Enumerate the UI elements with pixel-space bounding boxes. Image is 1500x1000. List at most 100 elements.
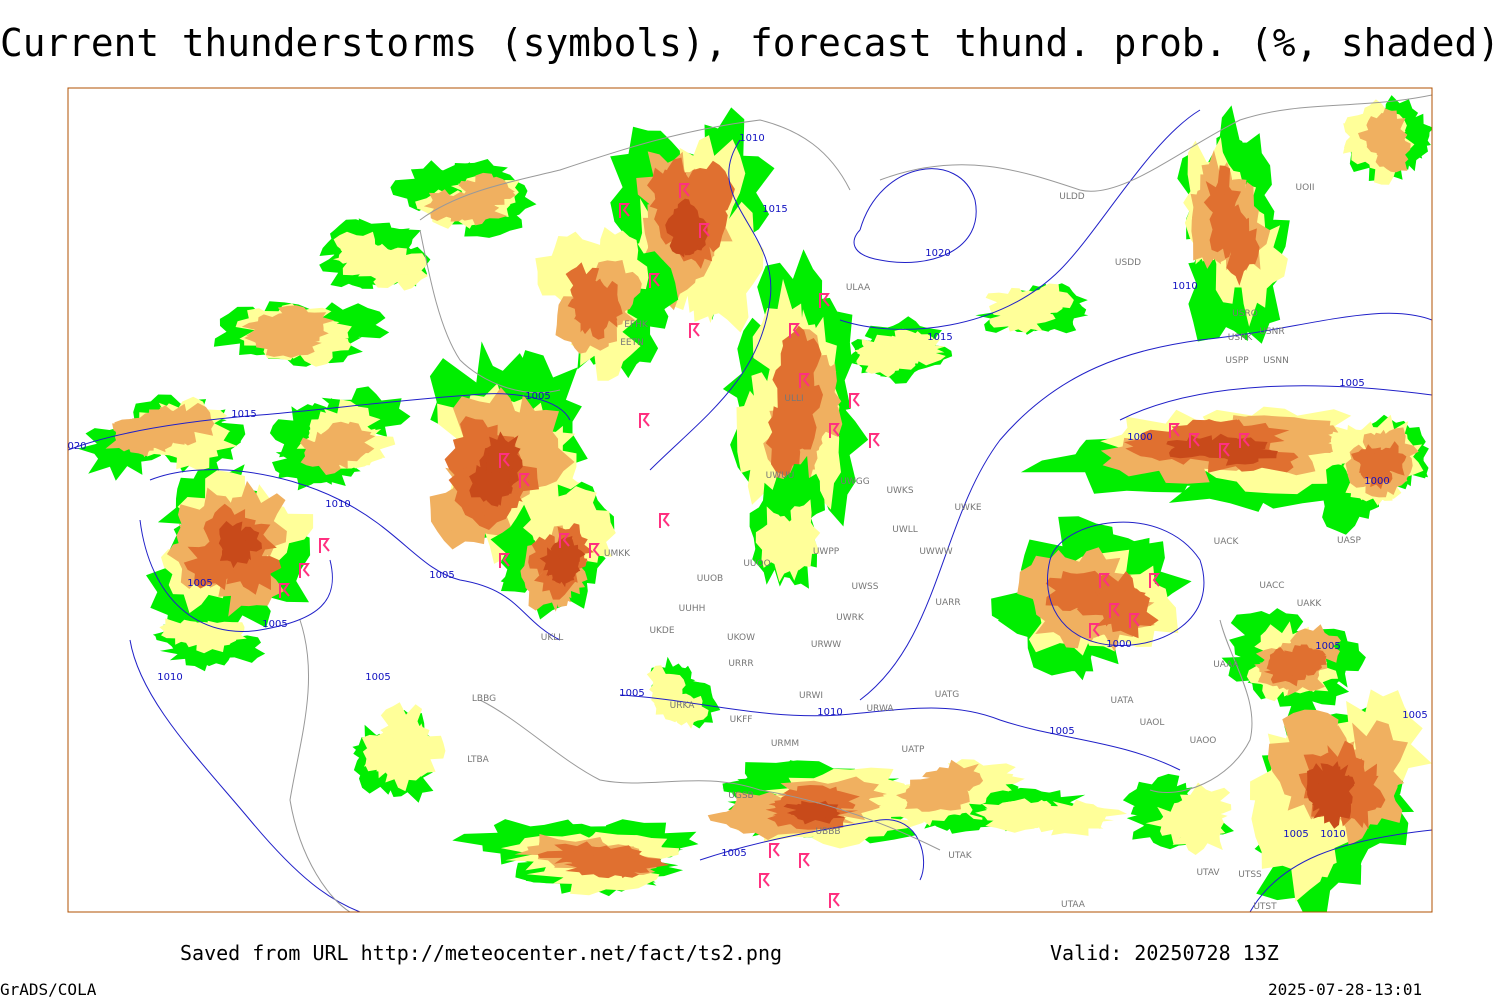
storm-symbol — [1219, 443, 1230, 458]
shaded-area — [563, 854, 646, 879]
map-title: Current thunderstorms (symbols), forecas… — [0, 21, 1500, 65]
shaded-area — [772, 336, 814, 421]
station-label: UTST — [1253, 902, 1277, 912]
isobar-label: 1015 — [231, 409, 256, 420]
shaded-area — [1089, 586, 1159, 639]
station-label: URWA — [866, 704, 894, 714]
isobar-label: 1005 — [365, 672, 390, 683]
station-label: USRO — [1232, 309, 1258, 319]
storm-symbol — [639, 413, 650, 428]
shaded-area — [573, 282, 615, 335]
station-label: UUHH — [679, 604, 706, 614]
station-label: UACK — [1214, 537, 1240, 547]
storm-symbol — [1099, 573, 1110, 588]
timestamp: 2025-07-28-13:01 — [1268, 980, 1422, 999]
isobar-label: 1010 — [817, 707, 842, 718]
station-label: UAKK — [1297, 599, 1323, 609]
isobar-label: 1010 — [739, 133, 764, 144]
station-label: USPP — [1225, 356, 1249, 366]
station-label: UWLL — [892, 525, 918, 535]
isobar-label: 1005 — [187, 578, 212, 589]
station-label: UKLL — [541, 633, 564, 643]
probability-shading — [77, 95, 1432, 912]
shaded-area — [896, 779, 954, 810]
station-label: UWKE — [954, 503, 981, 513]
station-label: UUOO — [743, 559, 770, 569]
isobar-label: 1005 — [262, 619, 287, 630]
station-label: UWGG — [840, 477, 869, 487]
isobar-label: 1005 — [1402, 710, 1427, 721]
isobar-label: 1005 — [429, 570, 454, 581]
isobar-label: 1010 — [1172, 281, 1197, 292]
storm-symbol — [759, 873, 770, 888]
storm-symbol — [1169, 423, 1180, 438]
shaded-area — [1044, 799, 1127, 829]
shaded-area — [654, 683, 692, 723]
storm-symbol — [849, 393, 860, 408]
station-label: UTAA — [1061, 900, 1086, 910]
storm-symbol — [819, 293, 830, 308]
station-label: LTBA — [467, 755, 489, 765]
station-label: EFHK — [624, 320, 649, 330]
shaded-area — [358, 243, 417, 286]
storm-symbol — [1149, 573, 1160, 588]
storm-symbol — [829, 893, 840, 908]
station-label: UASP — [1337, 536, 1361, 546]
shaded-area — [1284, 644, 1326, 675]
station-label: LBBG — [472, 694, 496, 704]
station-label: UTSS — [1238, 870, 1262, 880]
isobar-label: 1010 — [325, 499, 350, 510]
isobar-label: 1010 — [1320, 829, 1345, 840]
station-label: UTAK — [948, 851, 973, 861]
shaded-area — [1145, 801, 1210, 846]
station-label: URWW — [811, 640, 841, 650]
storm-symbol — [1109, 603, 1120, 618]
shaded-area — [135, 403, 200, 445]
storm-symbol — [589, 543, 600, 558]
storm-symbol — [789, 323, 800, 338]
station-label: UKOW — [727, 633, 755, 643]
storm-symbol — [679, 183, 690, 198]
station-label: UKDE — [649, 626, 674, 636]
shaded-area — [975, 798, 1054, 829]
shaded-area — [485, 431, 523, 475]
storm-symbol — [799, 373, 810, 388]
isobar-label: 1005 — [1283, 829, 1308, 840]
storm-symbol — [1129, 613, 1140, 628]
software-credit: GrADS/COLA — [0, 980, 97, 999]
shaded-area — [1130, 780, 1205, 834]
station-label: USNR — [1259, 327, 1284, 337]
station-label: UWKS — [886, 486, 913, 496]
storm-symbol — [519, 473, 530, 488]
storm-symbol — [1189, 433, 1200, 448]
station-label: USDD — [1115, 258, 1141, 268]
shaded-area — [472, 462, 513, 507]
storm-symbol — [1089, 623, 1100, 638]
storm-symbol — [649, 273, 660, 288]
storm-symbol — [619, 203, 630, 218]
storm-symbol — [869, 433, 880, 448]
isobar-label: 1000 — [1127, 432, 1152, 443]
station-label: UAOO — [1190, 736, 1217, 746]
shaded-area — [362, 733, 409, 779]
station-label: UATG — [935, 690, 960, 700]
shaded-area — [775, 515, 813, 581]
source-note: Saved from URL http://meteocenter.net/fa… — [180, 941, 782, 965]
storm-symbol — [1239, 433, 1250, 448]
station-label: UUOB — [697, 574, 723, 584]
station-label: UWPP — [813, 547, 840, 557]
coastlines — [289, 94, 1432, 912]
shaded-area — [317, 421, 373, 466]
isobar-label: 1015 — [927, 332, 952, 343]
isobar-label: 1015 — [762, 204, 787, 215]
isobar-label: 1005 — [721, 848, 746, 859]
station-label: UMKK — [604, 549, 631, 559]
station-label: UAAA — [1213, 660, 1239, 670]
storm-symbol — [559, 533, 570, 548]
station-label: UWSS — [852, 582, 879, 592]
shaded-area — [646, 665, 686, 707]
station-label: UTAV — [1196, 868, 1220, 878]
shaded-area — [526, 853, 660, 896]
shaded-area — [665, 210, 698, 258]
